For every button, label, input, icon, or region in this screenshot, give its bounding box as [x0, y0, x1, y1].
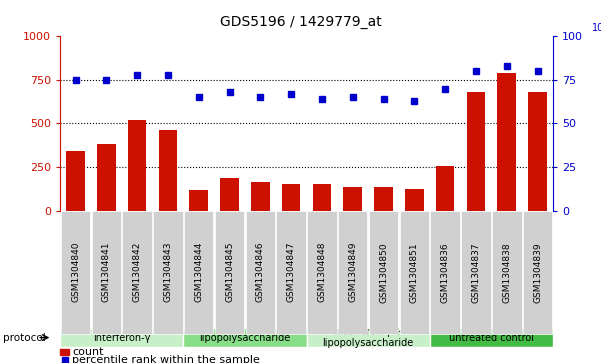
Text: GSM1304847: GSM1304847: [287, 242, 296, 302]
Bar: [251, 182, 270, 211]
Text: GSM1304842: GSM1304842: [133, 242, 142, 302]
Bar: [436, 166, 454, 211]
Text: GSM1304839: GSM1304839: [533, 242, 542, 303]
Text: protocol: protocol: [3, 333, 46, 343]
FancyBboxPatch shape: [430, 328, 553, 347]
Bar: [282, 184, 300, 211]
Text: GSM1304846: GSM1304846: [256, 242, 265, 302]
Text: GSM1304843: GSM1304843: [163, 242, 172, 302]
Bar: [498, 73, 516, 211]
Text: interferon-γ: interferon-γ: [93, 333, 150, 343]
Bar: [405, 189, 424, 211]
Bar: [60, 350, 69, 355]
Bar: [344, 187, 362, 211]
Text: GSM1304841: GSM1304841: [102, 242, 111, 302]
FancyBboxPatch shape: [307, 328, 430, 347]
Bar: [189, 189, 208, 211]
Text: interferon-γ +
lipopolysaccharide: interferon-γ + lipopolysaccharide: [323, 327, 413, 348]
FancyBboxPatch shape: [60, 328, 183, 347]
Text: GSM1304837: GSM1304837: [471, 242, 480, 303]
Text: GSM1304845: GSM1304845: [225, 242, 234, 302]
Bar: [221, 178, 239, 211]
Text: count: count: [73, 347, 104, 357]
Text: percentile rank within the sample: percentile rank within the sample: [73, 355, 260, 363]
Text: untreated control: untreated control: [449, 333, 534, 343]
Bar: [66, 151, 85, 211]
Bar: [528, 92, 547, 211]
Text: 100%: 100%: [593, 23, 601, 33]
Bar: [374, 187, 393, 211]
Text: GSM1304850: GSM1304850: [379, 242, 388, 303]
FancyBboxPatch shape: [183, 328, 307, 347]
Bar: [128, 120, 147, 211]
Text: GSM1304849: GSM1304849: [348, 242, 357, 302]
Text: GSM1304848: GSM1304848: [317, 242, 326, 302]
Bar: [159, 130, 177, 211]
Text: GSM1304838: GSM1304838: [502, 242, 511, 303]
Text: GSM1304844: GSM1304844: [194, 242, 203, 302]
Bar: [97, 144, 115, 211]
Text: GDS5196 / 1429779_at: GDS5196 / 1429779_at: [219, 15, 382, 29]
Text: GSM1304840: GSM1304840: [71, 242, 80, 302]
Text: GSM1304851: GSM1304851: [410, 242, 419, 303]
Bar: [467, 92, 485, 211]
Text: GSM1304836: GSM1304836: [441, 242, 450, 303]
Text: lipopolysaccharide: lipopolysaccharide: [200, 333, 290, 343]
Bar: [313, 184, 331, 211]
